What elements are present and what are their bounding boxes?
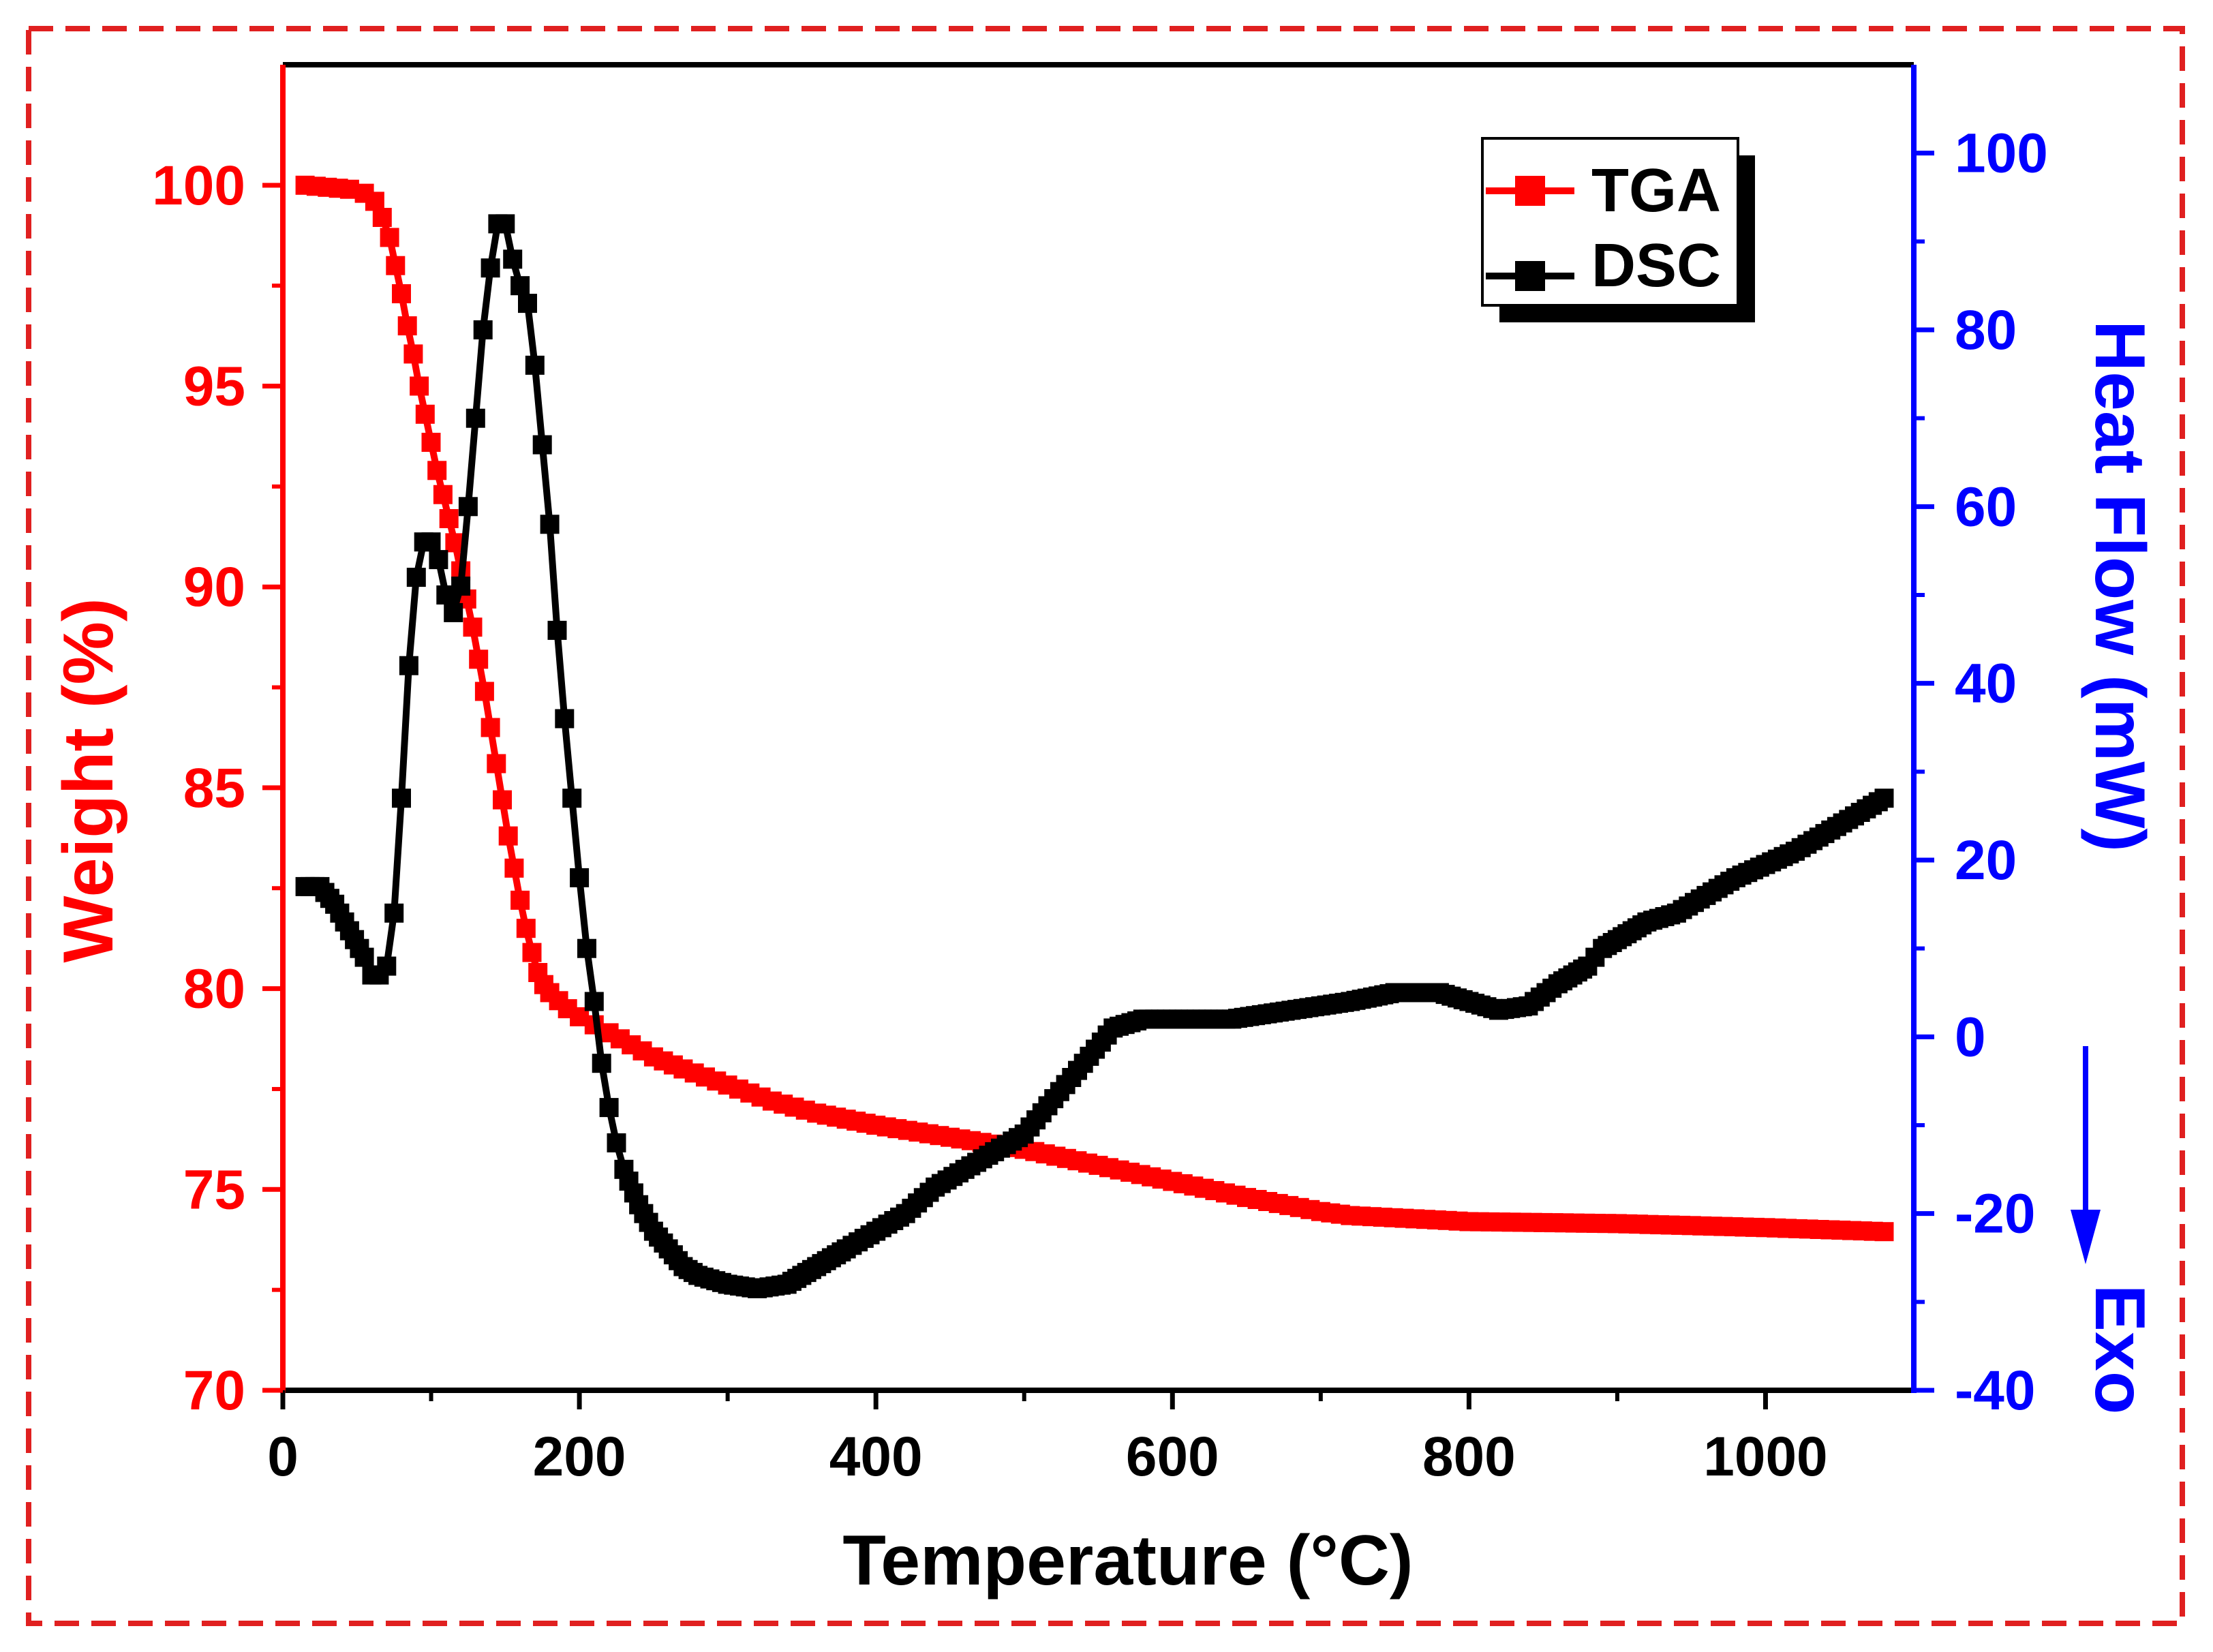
series-dsc-point bbox=[421, 532, 441, 552]
series-tga-line bbox=[305, 181, 1884, 1236]
series-tga-point bbox=[1874, 1222, 1894, 1242]
y-left-axis-title: Weight (%) bbox=[49, 598, 128, 962]
y-right-tick-label: 20 bbox=[1955, 829, 2017, 891]
y-left-tick-label: 95 bbox=[183, 356, 245, 418]
series-tga-point bbox=[433, 485, 453, 504]
y-right-tick-label: -20 bbox=[1955, 1183, 2036, 1245]
x-tick-label: 400 bbox=[829, 1426, 923, 1488]
series-dsc-point bbox=[377, 956, 397, 976]
y-left-tick-label: 90 bbox=[183, 556, 245, 618]
y-right-tick-label: 80 bbox=[1955, 299, 2017, 361]
series-dsc-point bbox=[518, 294, 537, 313]
legend-tga-label: TGA bbox=[1591, 157, 1721, 225]
series-dsc-point bbox=[495, 214, 515, 234]
series-tga-point bbox=[410, 376, 429, 396]
legend-dsc-label: DSC bbox=[1591, 232, 1721, 300]
series-tga-point bbox=[498, 826, 518, 846]
series-dsc-point bbox=[577, 938, 596, 958]
x-tick-label: 1000 bbox=[1703, 1426, 1827, 1488]
series-dsc-point bbox=[354, 947, 374, 967]
series-dsc-point bbox=[607, 1133, 626, 1152]
y-right-tick-label: 100 bbox=[1955, 123, 2048, 185]
x-axis-title: Temperature (°C) bbox=[842, 1521, 1413, 1600]
series-tga-point bbox=[487, 754, 506, 774]
y-right-axis-title: Heat Flow (mW) bbox=[2080, 320, 2159, 852]
y-right-tick-label: -40 bbox=[1955, 1360, 2036, 1422]
series-tga-point bbox=[510, 890, 530, 910]
y-left-tick-label: 100 bbox=[152, 155, 245, 217]
series-tga-point bbox=[516, 919, 536, 938]
y-left-tick-label: 80 bbox=[183, 958, 245, 1020]
series-tga-point bbox=[504, 858, 524, 878]
legend-tga-marker bbox=[1515, 176, 1545, 206]
legend-dsc-marker bbox=[1515, 261, 1545, 291]
series-dsc-point bbox=[555, 709, 575, 729]
series-tga-point bbox=[439, 509, 459, 528]
series-dsc-point bbox=[532, 435, 552, 455]
series-tga-point bbox=[372, 208, 392, 227]
series-tga-point bbox=[493, 790, 512, 810]
series-dsc-point bbox=[384, 903, 404, 923]
series-tga-point bbox=[392, 284, 411, 303]
series-dsc-point bbox=[540, 515, 560, 534]
x-tick-label: 800 bbox=[1422, 1426, 1516, 1488]
y-right-tick-label: 0 bbox=[1955, 1006, 1986, 1068]
series-dsc-point bbox=[1874, 789, 1894, 808]
series-dsc-point bbox=[451, 577, 471, 596]
series-dsc-point bbox=[473, 320, 493, 339]
series-dsc-point bbox=[562, 789, 582, 808]
series-tga-point bbox=[522, 943, 542, 962]
x-tick-label: 600 bbox=[1126, 1426, 1219, 1488]
series-dsc-point bbox=[429, 550, 448, 570]
series-tga-point bbox=[415, 404, 435, 424]
series-dsc-point bbox=[584, 992, 604, 1011]
series-dsc-point bbox=[547, 620, 567, 640]
exo-annotation: Exo bbox=[2080, 1285, 2159, 1415]
legend: TGA DSC bbox=[1481, 137, 1755, 322]
series-dsc-point bbox=[444, 602, 463, 622]
series-dsc-point bbox=[406, 568, 426, 587]
series-dsc-point bbox=[592, 1054, 611, 1073]
y-right-tick-label: 60 bbox=[1955, 476, 2017, 538]
series-dsc-point bbox=[510, 276, 530, 296]
series-dsc-point bbox=[466, 408, 485, 428]
series-tga-point bbox=[427, 461, 447, 480]
series-dsc-point bbox=[392, 789, 411, 808]
x-tick-label: 0 bbox=[267, 1426, 299, 1488]
y-left-tick-label: 70 bbox=[183, 1360, 245, 1422]
outer-dashed-border bbox=[26, 26, 2185, 1626]
series-tga-point bbox=[463, 617, 483, 637]
series-tga-point bbox=[480, 718, 500, 737]
x-tick-label: 200 bbox=[533, 1426, 626, 1488]
y-right-tick-label: 40 bbox=[1955, 653, 2017, 715]
series-dsc-point bbox=[458, 497, 478, 517]
series-tga-point bbox=[386, 256, 406, 275]
series-tga-point bbox=[421, 433, 441, 452]
series-dsc-point bbox=[525, 355, 545, 375]
series-tga-point bbox=[403, 344, 423, 364]
series-tga-point bbox=[474, 682, 494, 701]
y-left-tick-label: 75 bbox=[183, 1159, 245, 1221]
series-tga-point bbox=[380, 228, 399, 247]
series-dsc-point bbox=[570, 868, 590, 887]
series-tga-point bbox=[365, 192, 384, 211]
series-dsc-point bbox=[399, 656, 418, 675]
series-dsc-point bbox=[480, 258, 500, 278]
series-dsc-line bbox=[305, 220, 1887, 1292]
series-tga-point bbox=[397, 316, 417, 336]
series-dsc-point bbox=[503, 249, 523, 269]
y-left-tick-label: 85 bbox=[183, 757, 245, 819]
series-dsc-point bbox=[599, 1098, 619, 1118]
exo-arrow-head bbox=[2071, 1210, 2101, 1264]
series-tga-point bbox=[469, 649, 489, 669]
